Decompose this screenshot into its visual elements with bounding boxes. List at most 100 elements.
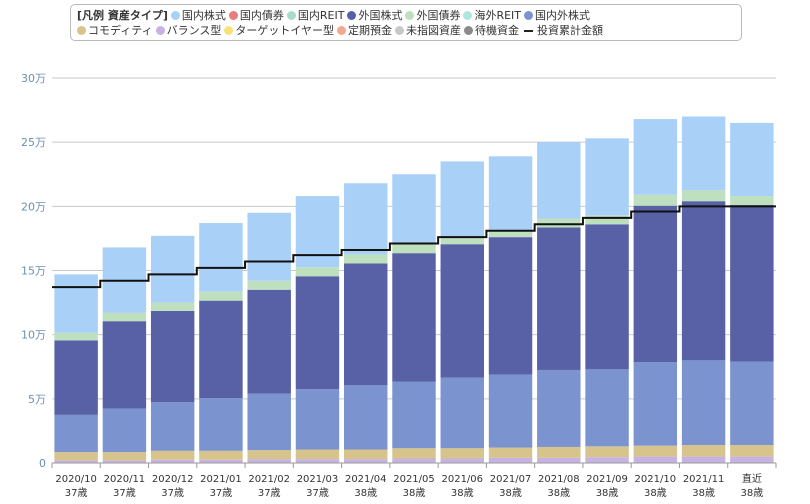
bar-segment (54, 452, 98, 461)
y-tick-label: 15万 (21, 265, 46, 278)
bar-segment (102, 408, 147, 453)
bar-segment (585, 215, 629, 225)
bar-segment (585, 138, 629, 216)
bar-segment (440, 448, 484, 459)
legend-item: 国内株式 (170, 8, 226, 23)
bar-segment (247, 280, 291, 290)
bar-segment (681, 360, 726, 446)
bar-segment (681, 201, 726, 361)
bar-segment (199, 459, 243, 463)
bar-segment (199, 223, 243, 292)
bar-segment (681, 190, 726, 202)
bar-segment (199, 300, 243, 399)
legend-swatch (405, 11, 415, 20)
bar-segment (150, 450, 195, 460)
bar-segment (344, 449, 388, 460)
bar-segment (392, 448, 436, 459)
legend-swatch (347, 11, 357, 20)
bar-segment (537, 369, 581, 447)
legend-swatch (224, 26, 234, 35)
bar-segment (295, 276, 340, 390)
x-age-label: 38歳 (451, 487, 474, 499)
bar-segment (730, 445, 774, 457)
bar-segment (440, 377, 484, 449)
bar-segment (150, 310, 195, 403)
bar-segment (102, 312, 147, 322)
bar-segment (247, 459, 291, 463)
bar-segment (344, 459, 388, 463)
x-tick-label: 2021/09 (586, 474, 628, 485)
legend-item: コモディティ (77, 23, 153, 38)
legend-swatch (524, 11, 534, 20)
bar-segment (440, 161, 484, 238)
bar-segment (681, 456, 726, 463)
bar-segment (681, 445, 726, 457)
bar-segment (295, 449, 340, 460)
legend-box: [凡例 資産タイプ] 国内株式 国内債券 国内REIT 外国株式 外国債券 海外REIT 国… (70, 4, 742, 41)
bar-segment (585, 369, 629, 447)
legend-swatch (337, 26, 347, 35)
legend-row-2: コモディティ バランス型 ターゲットイヤー型 定期預金 未指図資産 待機資金 投資累計金額 (77, 23, 737, 38)
legend-item: ターゲットイヤー型 (224, 23, 334, 38)
bar-segment (247, 450, 291, 460)
y-tick-label: 25万 (21, 136, 46, 149)
bar-segment (537, 457, 581, 463)
bar-segment (488, 457, 533, 463)
bar-segment (440, 244, 484, 378)
legend-label: 未指図資産 (406, 24, 462, 37)
bar-segment (150, 459, 195, 463)
bar-segment (344, 183, 388, 255)
x-tick-label: 2021/10 (635, 474, 677, 485)
legend-label: 国内株式 (181, 9, 226, 22)
bar-segment (102, 321, 147, 409)
bar-segment (488, 374, 533, 448)
legend-item-line: 投資累計金額 (522, 23, 603, 38)
bar-segment (199, 291, 243, 301)
bar-segment (633, 445, 678, 457)
bar-segment (633, 119, 678, 195)
x-age-label: 37歳 (210, 487, 233, 499)
legend-swatch (464, 26, 474, 35)
x-tick-label: 2021/06 (441, 474, 483, 485)
bar-segment (392, 253, 436, 382)
bar-segment (102, 452, 147, 461)
bar-segment (150, 302, 195, 311)
legend-swatch (395, 26, 405, 35)
legend-row-1: [凡例 資産タイプ] 国内株式 国内債券 国内REIT 外国株式 外国債券 海外REIT 国… (77, 8, 737, 23)
y-tick-label: 10万 (21, 329, 46, 342)
legend-item: 海外REIT (463, 8, 521, 23)
x-age-label: 38歳 (403, 487, 426, 499)
bar-segment (247, 393, 291, 451)
legend-label: 定期預金 (348, 24, 393, 37)
bar-segment (488, 230, 533, 238)
bar-segment (730, 122, 774, 197)
legend-swatch (155, 26, 165, 35)
bar-segment (537, 227, 581, 370)
legend-label: 待機資金 (475, 24, 520, 37)
bar-segment (247, 289, 291, 394)
bar-segment (440, 458, 484, 463)
x-age-label: 38歳 (596, 487, 619, 499)
x-tick-label: 2021/08 (538, 474, 580, 485)
bar-segment (681, 116, 726, 191)
y-tick-label: 5万 (28, 393, 46, 406)
y-tick-label: 30万 (21, 72, 46, 85)
x-age-label: 38歳 (499, 487, 522, 499)
bar-segment (295, 459, 340, 463)
bar-segment (730, 456, 774, 463)
bar-segment (102, 460, 147, 463)
bar-segment (730, 196, 774, 206)
legend-line-swatch (524, 29, 534, 32)
x-tick-label: 2020/12 (152, 474, 194, 485)
bar-segment (392, 458, 436, 463)
legend-label: コモディティ (88, 24, 153, 37)
bar-segment (54, 274, 98, 333)
bar-segment (150, 402, 195, 451)
bar-segment (585, 224, 629, 370)
legend-item: 待機資金 (464, 23, 519, 38)
bar-segment (344, 254, 388, 264)
bar-segment (54, 340, 98, 415)
bar-segment (488, 447, 533, 458)
bar-segment (344, 385, 388, 450)
